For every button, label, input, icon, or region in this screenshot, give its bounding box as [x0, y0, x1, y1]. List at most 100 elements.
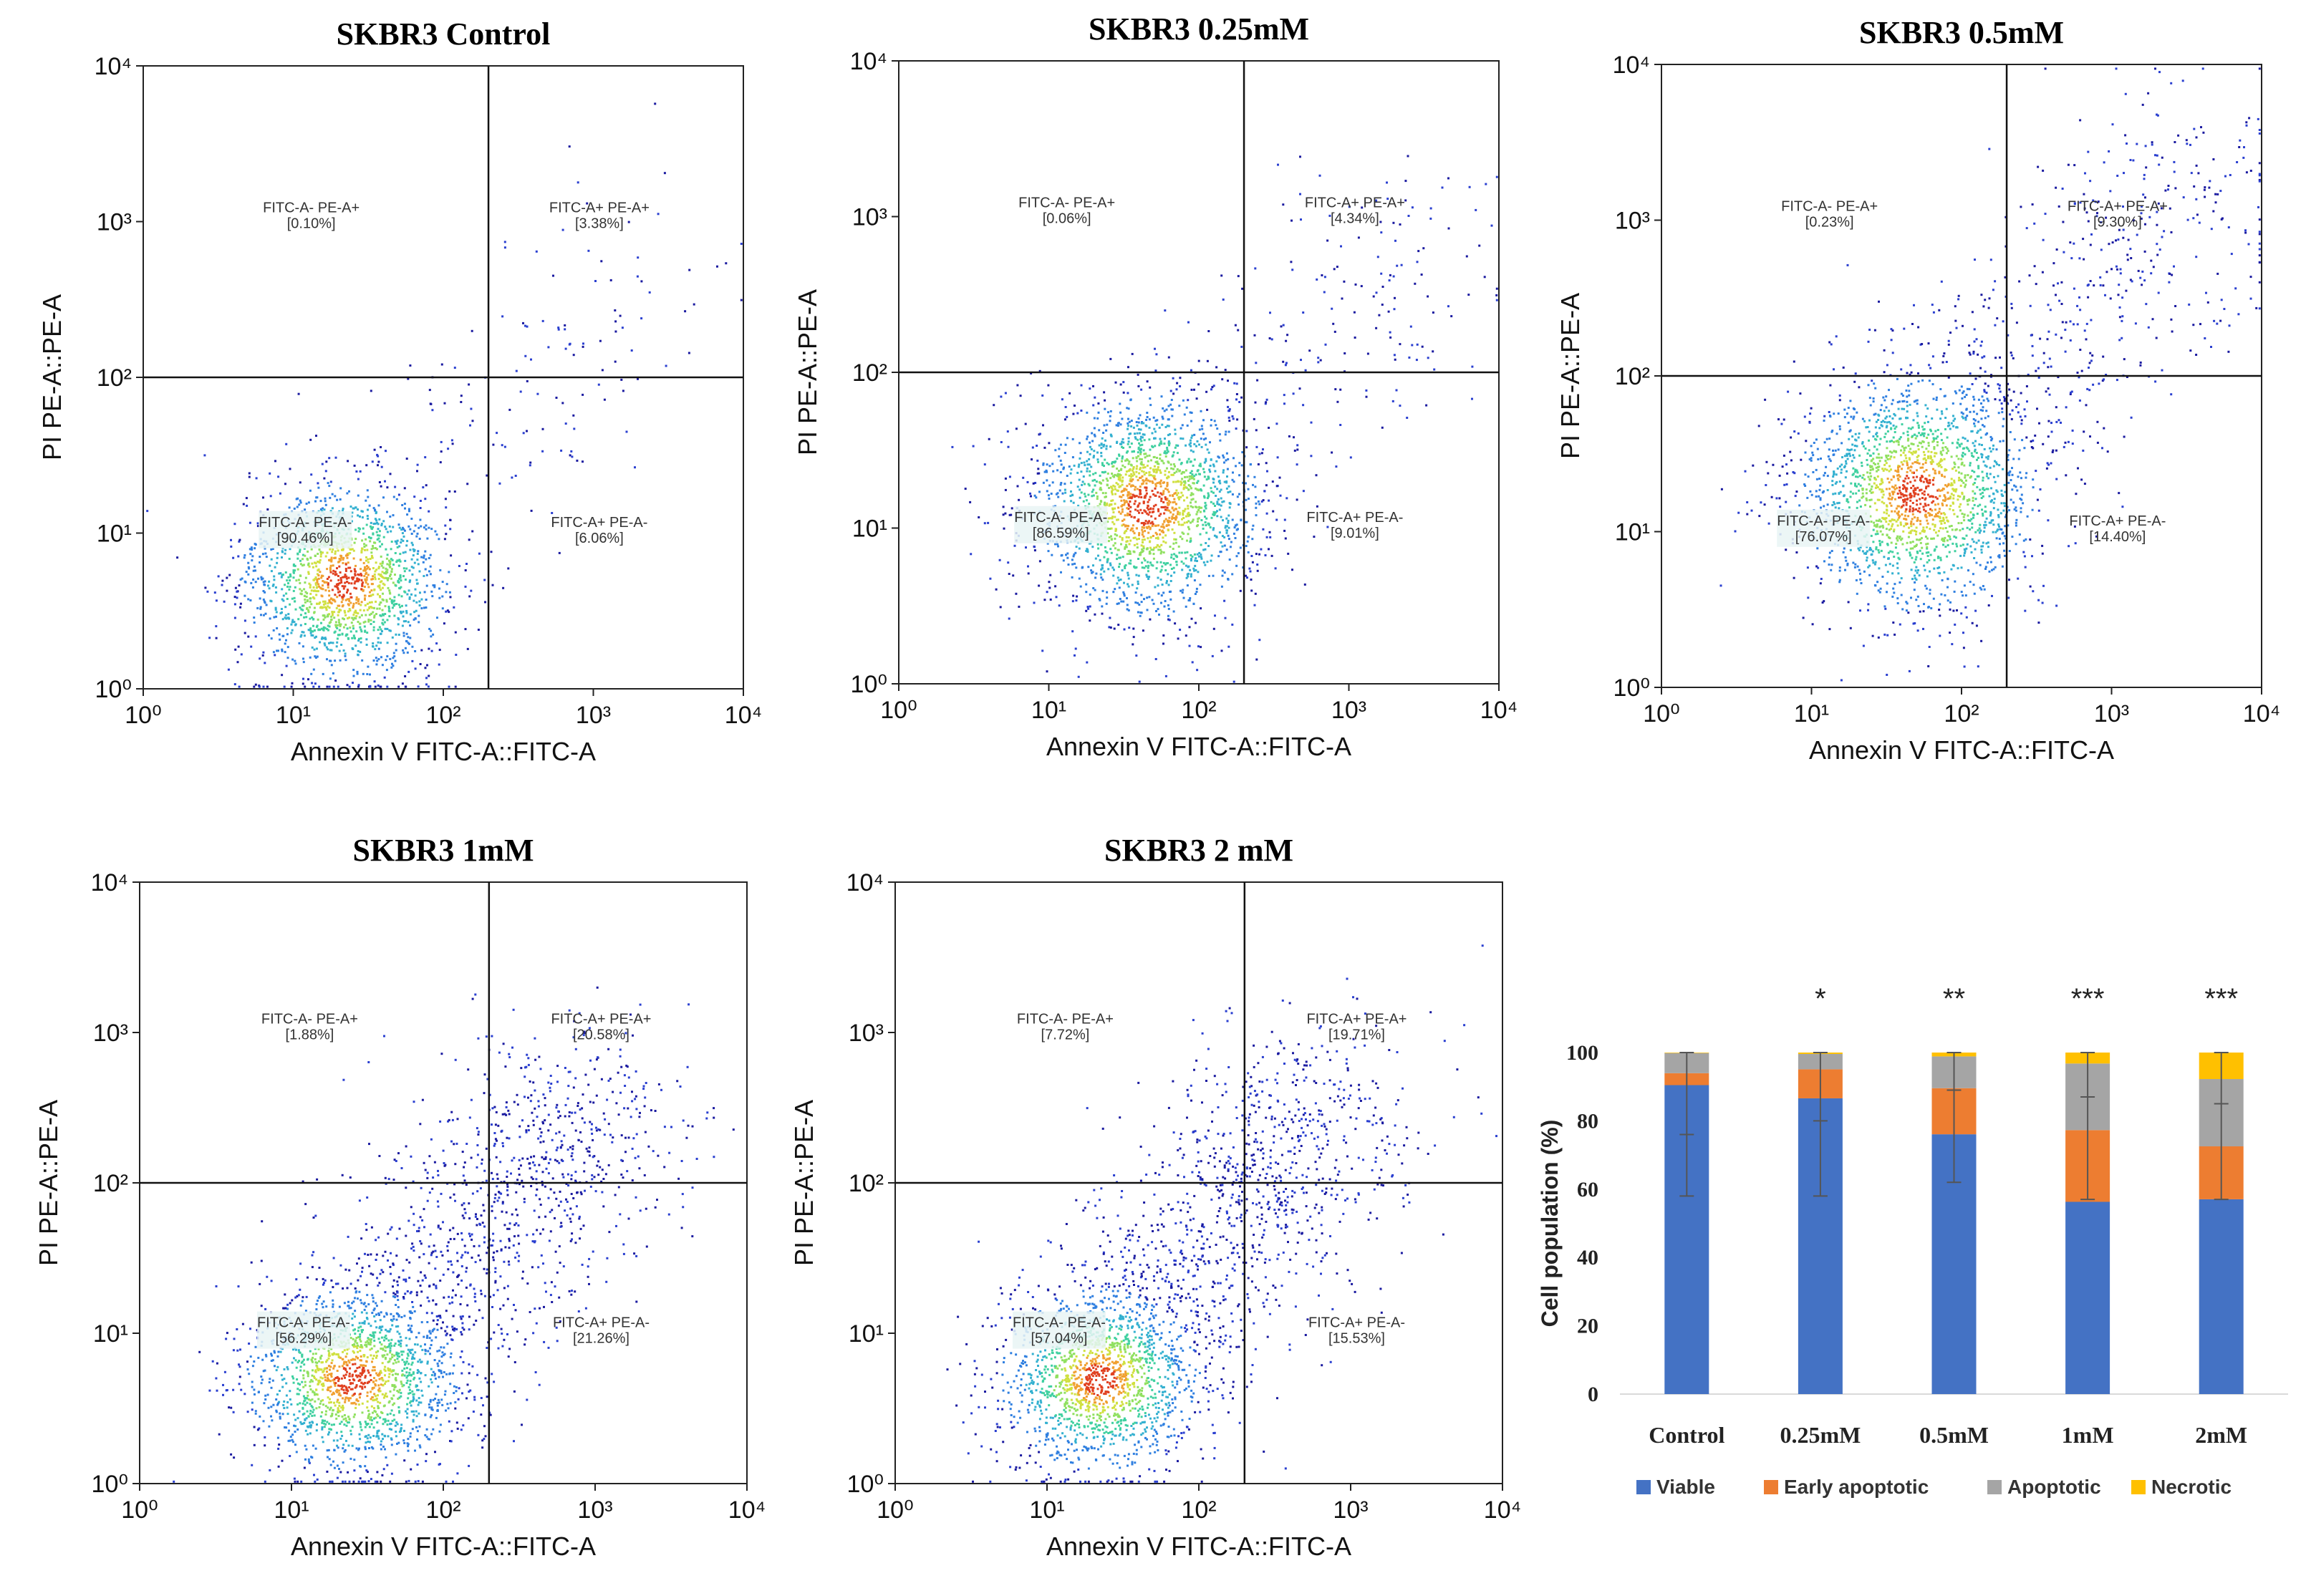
scatter-point	[530, 509, 533, 512]
scatter-point	[358, 637, 360, 640]
scatter-point	[377, 523, 380, 526]
scatter-point	[1182, 512, 1185, 515]
scatter-point	[1089, 542, 1091, 545]
scatter-point	[1994, 280, 1997, 283]
scatter-point	[239, 578, 242, 581]
scatter-point	[1205, 504, 1207, 507]
scatter-point	[1195, 445, 1197, 448]
scatter-point	[298, 503, 301, 506]
scatter-point	[1070, 500, 1073, 503]
scatter-point	[1987, 458, 1989, 460]
scatter-point	[1169, 463, 1172, 466]
scatter-point	[1174, 432, 1177, 435]
scatter-point	[1262, 528, 1265, 531]
scatter-point	[1190, 436, 1193, 439]
scatter-point	[1926, 480, 1929, 483]
scatter-point	[1099, 474, 1101, 477]
scatter-point	[1159, 492, 1162, 495]
scatter-point	[524, 324, 526, 327]
scatter-point	[335, 645, 338, 648]
scatter-point	[1060, 571, 1062, 574]
scatter-point	[1186, 573, 1189, 576]
scatter-point	[1875, 548, 1878, 551]
scatter-point	[2158, 163, 2161, 166]
scatter-point	[1161, 529, 1164, 532]
scatter-point	[1066, 552, 1069, 555]
scatter-point	[1103, 556, 1106, 558]
scatter-point	[1170, 553, 1173, 556]
scatter-point	[1124, 543, 1127, 546]
x-tick-label: 10³	[576, 702, 611, 729]
scatter-point	[377, 685, 380, 687]
scatter-point	[1893, 488, 1896, 490]
scatter-point	[1234, 324, 1237, 327]
scatter-point	[1144, 565, 1147, 568]
scatter-point	[2047, 330, 2050, 333]
scatter-point	[1172, 517, 1174, 520]
scatter-point	[386, 563, 389, 566]
scatter-point	[362, 569, 365, 572]
scatter-point	[344, 659, 347, 662]
scatter-point	[344, 614, 347, 616]
scatter-point	[362, 621, 365, 624]
scatter-point	[1145, 574, 1148, 576]
scatter-point	[1982, 514, 1984, 517]
scatter-point	[2069, 320, 2072, 323]
scatter-point	[282, 594, 285, 597]
scatter-point	[1284, 537, 1287, 540]
scatter-point	[1126, 524, 1129, 527]
scatter-point	[394, 485, 397, 488]
scatter-point	[215, 625, 218, 628]
scatter-point	[1138, 502, 1141, 505]
scatter-point	[354, 580, 357, 583]
scatter-point	[1157, 592, 1160, 595]
scatter-point	[1187, 515, 1190, 518]
scatter-point	[1149, 526, 1152, 529]
scatter-point	[1059, 443, 1062, 446]
scatter-point	[2249, 276, 2252, 279]
scatter-point	[1149, 541, 1151, 543]
scatter-point	[1186, 475, 1189, 478]
scatter-point	[1143, 473, 1146, 476]
scatter-point	[389, 629, 392, 632]
scatter-point	[443, 622, 445, 625]
scatter-point	[1121, 445, 1123, 448]
scatter-point	[2003, 483, 2006, 486]
scatter-point	[1087, 483, 1090, 485]
scatter-point	[1417, 250, 1420, 253]
scatter-point	[1174, 541, 1177, 544]
scatter-point	[1160, 526, 1163, 528]
scatter-point	[1122, 381, 1125, 384]
scatter-point	[398, 526, 401, 529]
scatter-point	[1208, 468, 1211, 471]
scatter-point	[228, 574, 231, 576]
scatter-point	[1149, 448, 1152, 451]
scatter-point	[1895, 543, 1898, 546]
scatter-point	[330, 619, 333, 622]
scatter-point	[438, 587, 440, 590]
scatter-point	[443, 402, 446, 405]
scatter-point	[248, 472, 251, 475]
x-tick-label: 10⁴	[725, 702, 762, 729]
scatter-point	[1134, 601, 1137, 604]
scatter-point	[384, 605, 387, 608]
scatter-point	[1071, 600, 1074, 603]
scatter-point	[1947, 483, 1950, 485]
scatter-point	[2083, 430, 2085, 433]
scatter-point	[1010, 513, 1013, 516]
scatter-point	[1126, 407, 1129, 410]
scatter-point	[1140, 594, 1143, 596]
scatter-point	[1190, 487, 1192, 490]
scatter-point	[416, 553, 419, 555]
scatter-point	[1109, 517, 1112, 520]
scatter-point	[1164, 569, 1167, 571]
scatter-point	[1926, 526, 1928, 528]
scatter-point	[268, 580, 271, 583]
scatter-point	[1046, 470, 1048, 473]
scatter-point	[347, 553, 349, 556]
scatter-point	[329, 564, 332, 567]
scatter-point	[1138, 511, 1140, 514]
scatter-point	[1148, 511, 1151, 513]
scatter-point	[397, 564, 400, 567]
